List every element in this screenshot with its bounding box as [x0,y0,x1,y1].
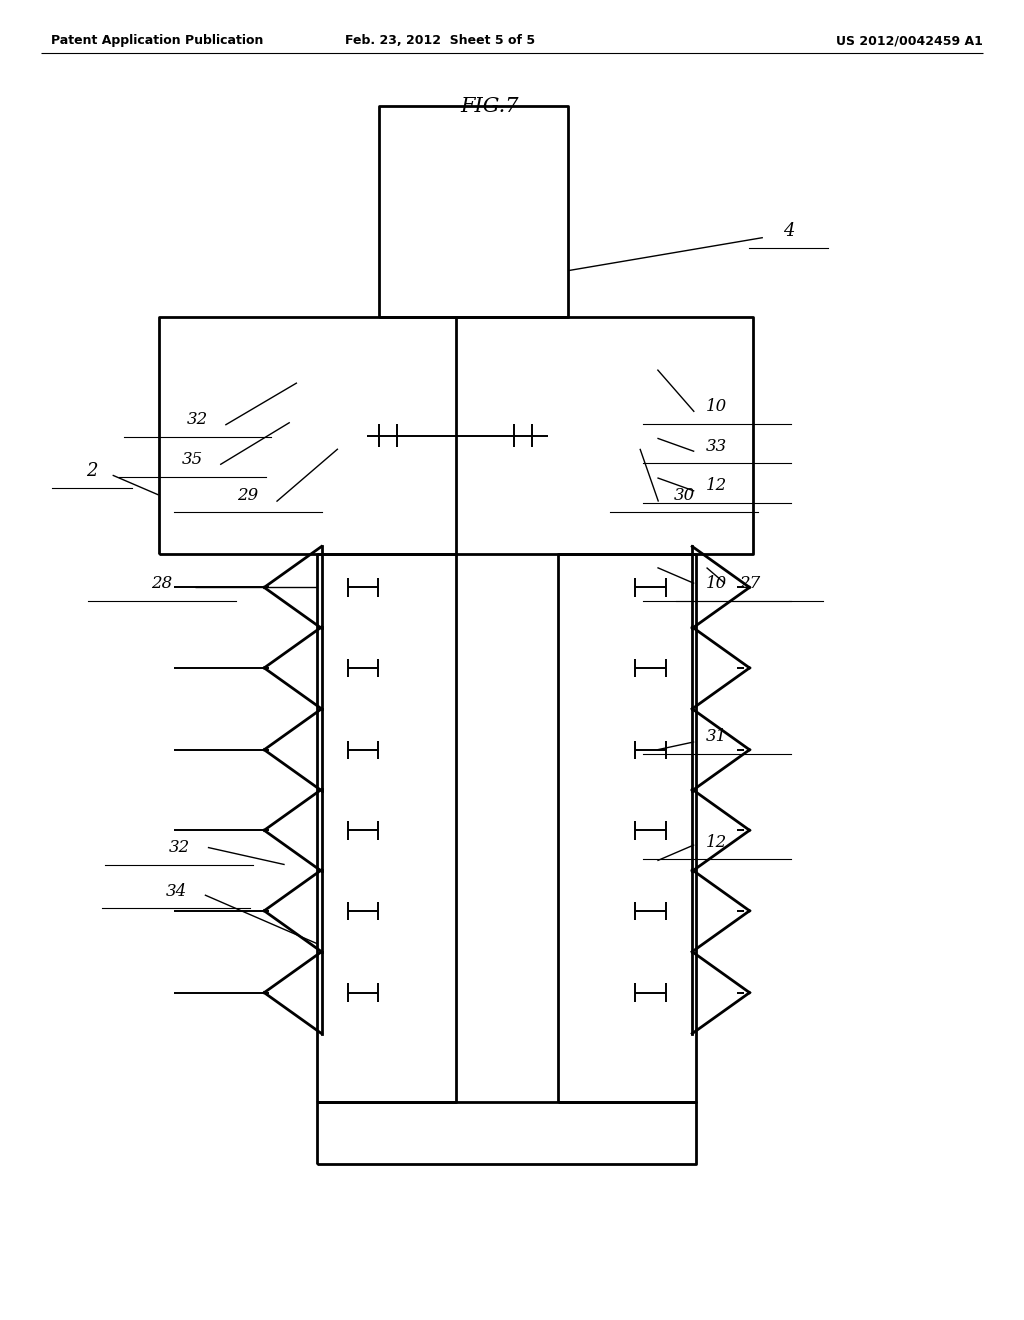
Text: 33: 33 [707,438,727,454]
Text: 32: 32 [187,412,208,428]
Text: Feb. 23, 2012  Sheet 5 of 5: Feb. 23, 2012 Sheet 5 of 5 [345,34,536,48]
Text: 10: 10 [707,399,727,414]
Text: US 2012/0042459 A1: US 2012/0042459 A1 [837,34,983,48]
Text: 35: 35 [182,451,203,467]
Text: Patent Application Publication: Patent Application Publication [51,34,263,48]
Text: 12: 12 [707,834,727,850]
Text: 12: 12 [707,478,727,494]
Text: FIG.7: FIG.7 [460,98,519,116]
Text: 30: 30 [674,487,694,503]
Text: 34: 34 [166,883,186,899]
Text: 10: 10 [707,576,727,591]
Text: 4: 4 [782,222,795,240]
Text: 32: 32 [169,840,189,855]
Text: 27: 27 [739,576,760,591]
Text: 29: 29 [238,487,258,503]
Text: 28: 28 [152,576,172,591]
Text: 2: 2 [86,462,98,480]
Text: 31: 31 [707,729,727,744]
